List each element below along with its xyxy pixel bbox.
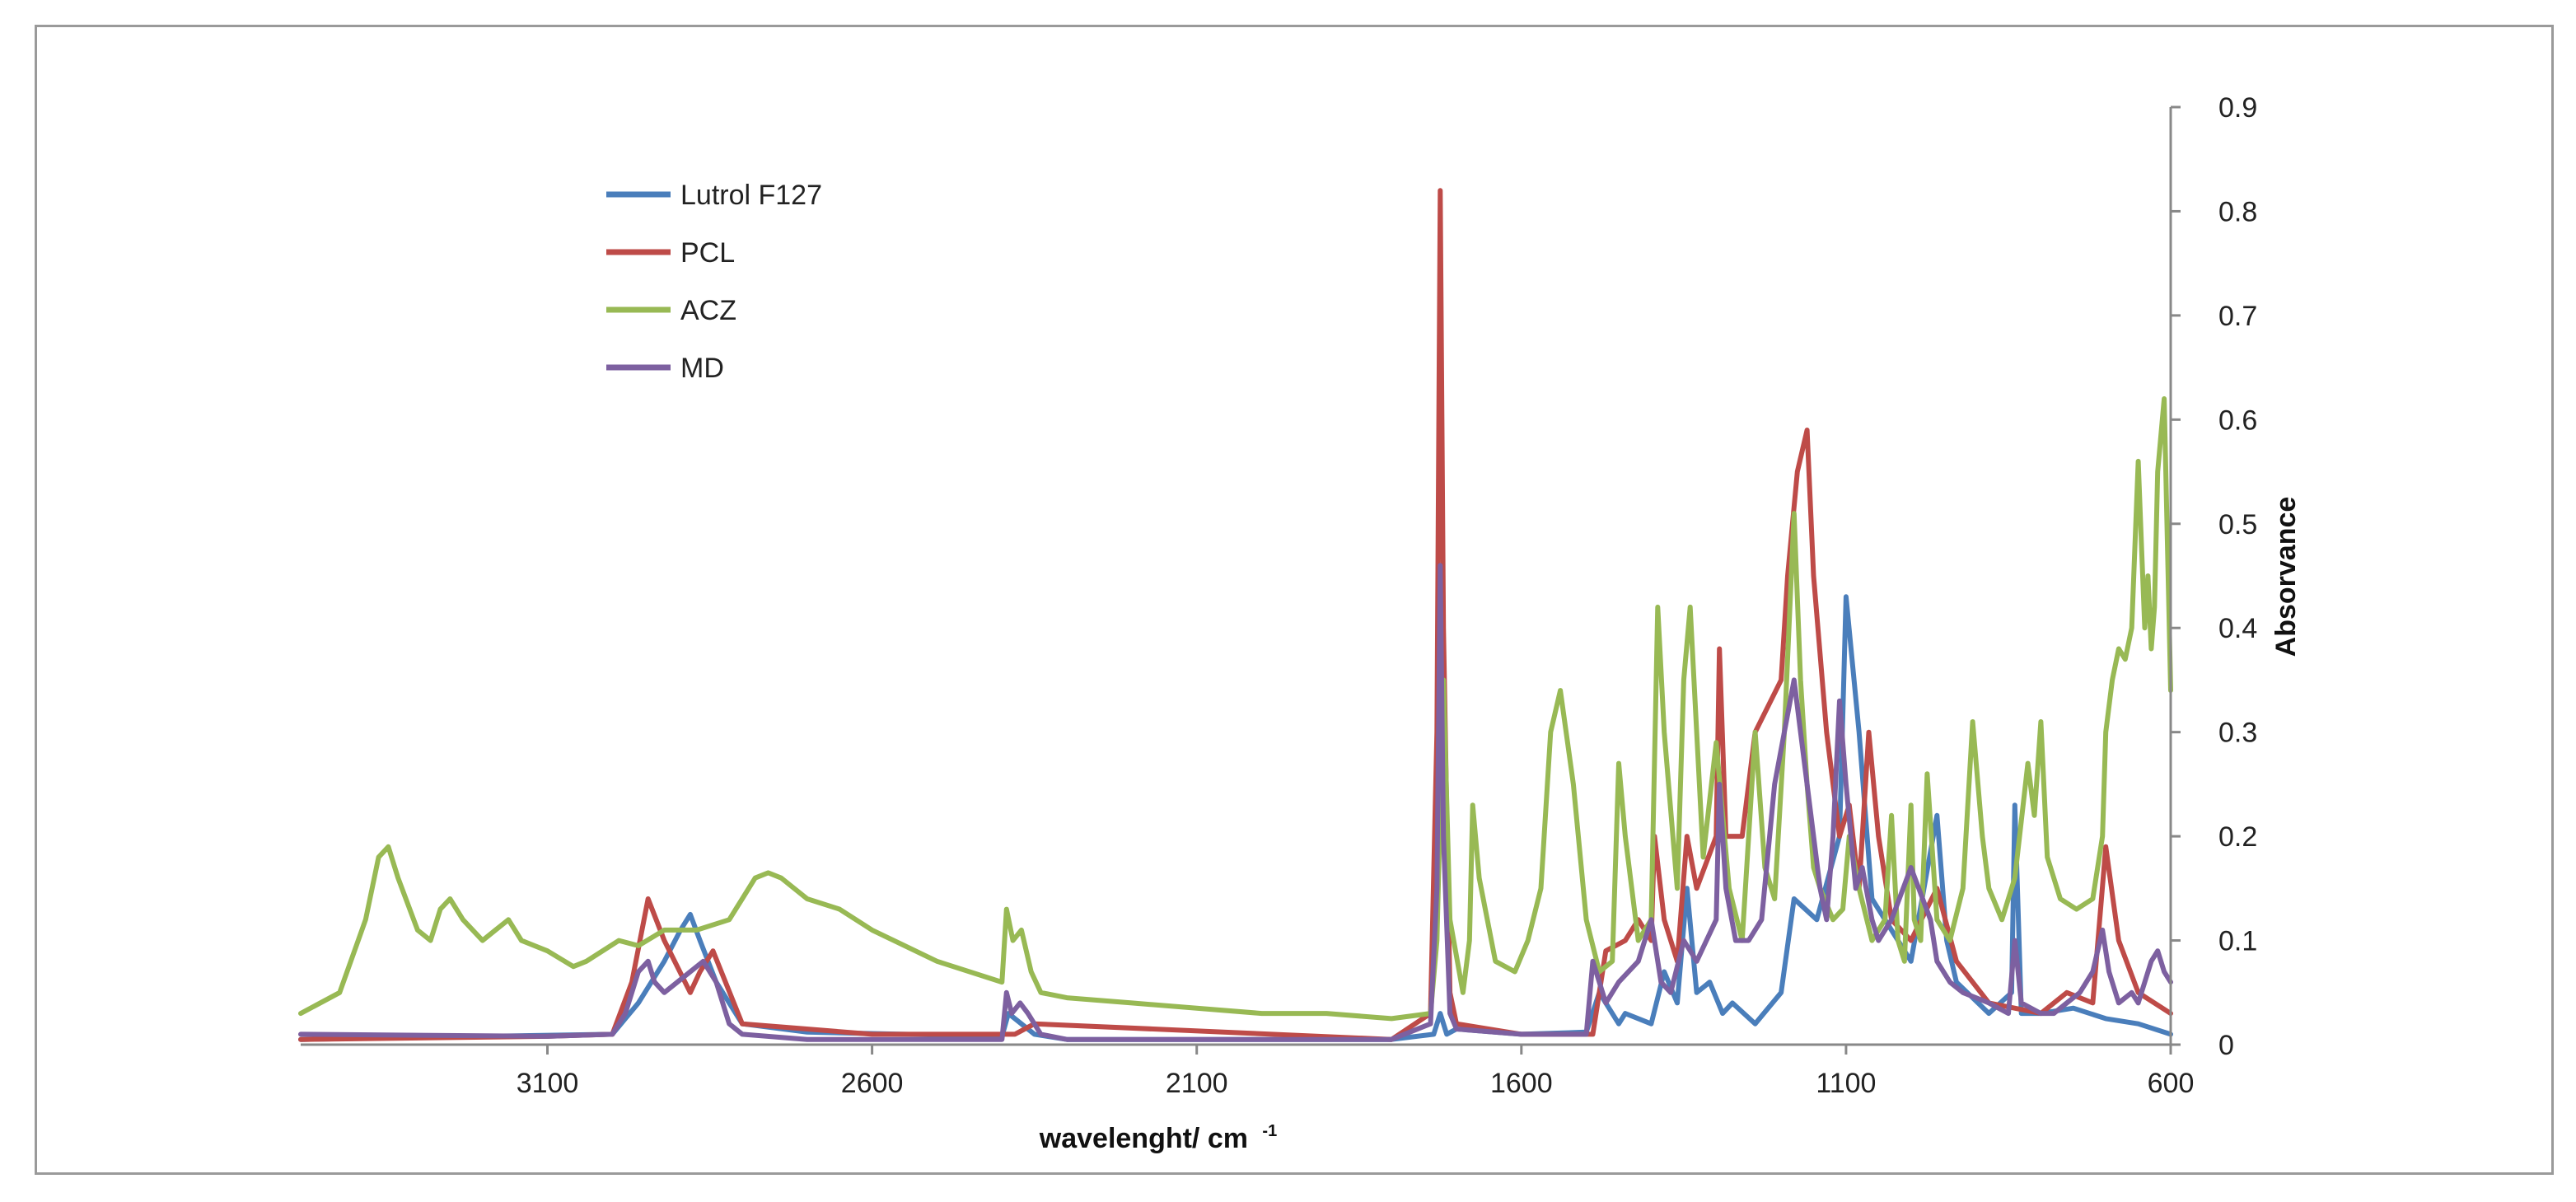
y-tick-label: 0.3 <box>2218 718 2257 749</box>
x-axis-title-main: wavelenght/ cm <box>1039 1123 1248 1154</box>
y-tick-label: 0.4 <box>2218 613 2257 644</box>
legend-label-pcl: PCL <box>680 237 735 269</box>
legend-label-acz: ACZ <box>680 295 736 326</box>
series-line-md <box>298 563 2173 1042</box>
y-tick-label: 0.8 <box>2218 196 2257 227</box>
y-tick-layer: 0 0.1 0.2 0.3 0.4 0.5 0.6 0.7 0.8 0.9 <box>2171 92 2257 1061</box>
legend-label-md: MD <box>680 353 724 384</box>
series-line-pcl <box>298 188 2173 1042</box>
y-tick-label: 0.7 <box>2218 301 2257 332</box>
series-line-acz <box>298 396 2173 1022</box>
x-tick-label: 600 <box>2148 1068 2195 1099</box>
y-tick-label: 0.1 <box>2218 926 2257 957</box>
x-tick-label: 2100 <box>1166 1068 1228 1099</box>
x-tick-label: 1100 <box>1816 1068 1876 1099</box>
legend-label-lutrol-f127: Lutrol F127 <box>680 180 822 211</box>
x-tick-label: 3100 <box>517 1068 579 1099</box>
y-tick-label: 0.2 <box>2218 821 2257 853</box>
y-tick-label: 0.6 <box>2218 405 2257 436</box>
y-tick-label: 0 <box>2218 1030 2234 1061</box>
series-layer <box>298 188 2173 1042</box>
y-tick-label: 0.9 <box>2218 92 2257 124</box>
x-tick-label: 1600 <box>1490 1068 1553 1099</box>
x-tick-layer: 3100 2600 2100 1600 1100 600 <box>517 1045 2195 1099</box>
x-axis-title-superscript: -1 <box>1262 1122 1277 1140</box>
y-tick-label: 0.5 <box>2218 509 2257 540</box>
y-axis-title: Absorvance <box>2270 497 2302 657</box>
legend: Lutrol F127 PCL ACZ MD <box>606 180 822 384</box>
x-axis-title: wavelenght/ cm -1 <box>1039 1122 1277 1154</box>
x-tick-label: 2600 <box>841 1068 904 1099</box>
